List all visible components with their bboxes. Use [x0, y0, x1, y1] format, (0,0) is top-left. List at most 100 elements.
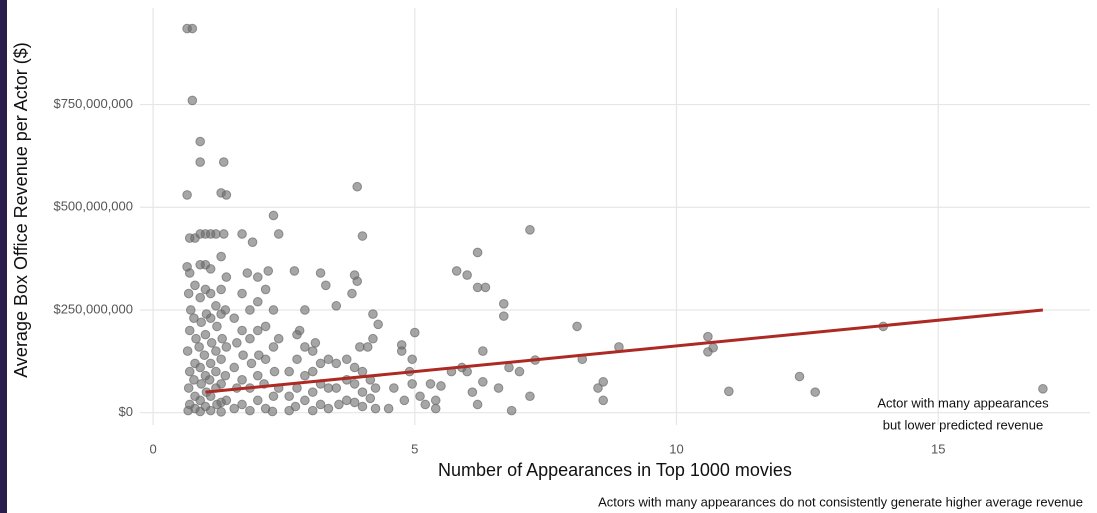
point [425, 379, 436, 389]
point [708, 342, 718, 353]
point [218, 157, 229, 167]
point [598, 395, 609, 406]
point [331, 358, 342, 369]
point [498, 299, 509, 309]
point [184, 325, 195, 336]
point [205, 358, 216, 369]
point [273, 229, 284, 239]
point [284, 366, 294, 377]
point [300, 305, 310, 315]
x-tick-label: 10 [669, 441, 683, 456]
point [368, 333, 378, 344]
point [205, 264, 216, 274]
point [436, 381, 446, 391]
point [252, 296, 263, 307]
point [315, 268, 326, 278]
point [365, 393, 376, 404]
point [184, 268, 195, 278]
point [323, 354, 334, 365]
point [525, 391, 535, 402]
point [370, 403, 381, 414]
point [218, 229, 229, 239]
point [252, 325, 263, 336]
point [212, 321, 222, 332]
point [504, 362, 514, 373]
point [268, 210, 279, 221]
point [341, 395, 352, 406]
point [211, 301, 221, 311]
point [199, 350, 210, 360]
point [217, 333, 227, 344]
point [593, 383, 603, 393]
point [229, 362, 240, 373]
point [478, 346, 488, 356]
point [307, 405, 318, 416]
point [506, 405, 517, 416]
point [237, 229, 247, 239]
point [451, 266, 462, 276]
point [211, 229, 221, 239]
point [467, 387, 478, 397]
point [307, 346, 318, 356]
point [315, 399, 326, 410]
annotation: Actor with many appearances [877, 395, 1049, 410]
point [703, 331, 713, 342]
point [294, 325, 305, 336]
point [260, 284, 271, 295]
point [334, 399, 344, 410]
point [237, 325, 247, 336]
point [184, 366, 195, 377]
point [268, 391, 279, 402]
point [357, 231, 368, 241]
point [252, 370, 263, 381]
point [1038, 384, 1048, 394]
point [242, 268, 253, 278]
point [206, 338, 217, 348]
point [220, 370, 231, 381]
point [430, 403, 441, 414]
point [221, 342, 232, 352]
point [252, 395, 263, 406]
x-tick-label: 5 [411, 441, 418, 456]
point [263, 266, 274, 276]
point [307, 366, 318, 377]
y-tick-label: $750,000,000 [53, 96, 133, 111]
point [430, 395, 441, 406]
point [462, 270, 472, 280]
point [420, 399, 431, 410]
point [598, 377, 609, 387]
point [347, 288, 357, 299]
point [189, 313, 199, 323]
point [493, 383, 504, 393]
point [216, 354, 226, 365]
point [196, 317, 207, 328]
point [331, 383, 342, 393]
point [252, 272, 263, 282]
point [237, 375, 247, 385]
point [268, 342, 279, 352]
point [221, 190, 232, 200]
point [396, 346, 407, 356]
point [292, 354, 302, 365]
point [415, 391, 425, 402]
point [245, 405, 255, 416]
point [268, 305, 279, 315]
x-tick-label: 0 [149, 441, 156, 456]
point [290, 401, 301, 412]
point [195, 136, 205, 147]
point [204, 375, 215, 385]
point [349, 397, 360, 408]
point [196, 379, 207, 389]
point [205, 288, 216, 299]
point [472, 282, 483, 293]
point [307, 387, 318, 397]
point [221, 272, 232, 282]
point [200, 329, 211, 340]
point [195, 157, 205, 167]
point [352, 181, 363, 192]
point [349, 379, 360, 389]
point [221, 395, 232, 406]
point [472, 399, 483, 410]
point [195, 395, 205, 406]
